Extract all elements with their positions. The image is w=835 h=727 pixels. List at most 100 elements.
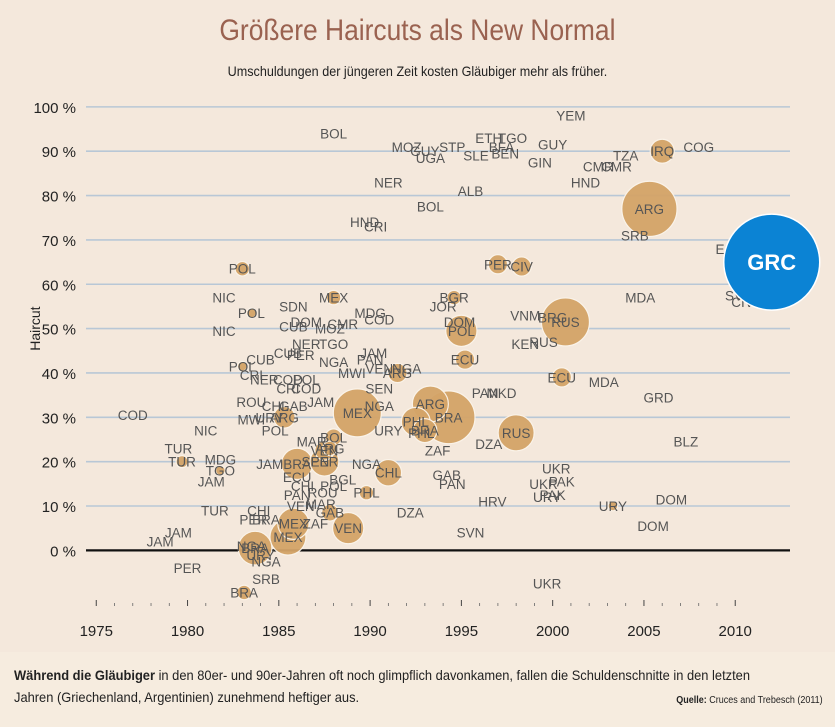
point-label: MEX (279, 517, 308, 532)
x-tick-label: 2005 (627, 623, 660, 640)
point-label: ROU (236, 395, 266, 410)
point-label: GUY (410, 144, 439, 159)
y-tick-label: 80 % (42, 189, 76, 206)
bubble (374, 458, 403, 487)
point-label: CMR (601, 160, 632, 175)
point-label: POL (229, 359, 257, 374)
point-label: CUB (279, 319, 308, 334)
point-label: NIC (194, 424, 218, 439)
point-label: DZA (475, 437, 502, 452)
point-label: BRA (252, 512, 280, 527)
point-label: PER (174, 561, 202, 576)
point-label: BOL (320, 126, 348, 141)
point-label: UKR (533, 577, 562, 592)
point-label: ECU (451, 353, 480, 368)
point-label: COG (683, 140, 714, 155)
highlight-bubble-label: GRC (747, 250, 796, 275)
point-label: POL (320, 479, 348, 494)
source-label: Quelle: (676, 695, 708, 706)
x-tick-label: 2010 (719, 623, 752, 640)
point-label: HND (571, 175, 600, 190)
bubble (387, 362, 408, 384)
point-label: ARG (383, 366, 412, 381)
point-label: PER (239, 512, 267, 527)
y-tick-label: 50 % (42, 322, 76, 339)
point-label: DOM (637, 519, 669, 534)
point-label: IRQ (650, 144, 674, 159)
bubble (607, 500, 619, 512)
point-label: URY (599, 499, 627, 514)
point-label: ECU (283, 470, 312, 485)
point-label: BRG (538, 311, 567, 326)
point-label: YEM (556, 109, 585, 124)
point-label: DOM (656, 492, 688, 507)
point-label: PHL (353, 486, 380, 501)
bubble (214, 465, 226, 476)
point-label: CHI (247, 503, 270, 518)
point-label: ARG (635, 202, 664, 217)
point-label: PER (311, 455, 339, 470)
bubble (446, 289, 462, 306)
point-label: BEN (491, 146, 519, 161)
y-tick-label: 90 % (42, 144, 76, 161)
point-label: COD (118, 408, 148, 423)
point-label: SEN (301, 455, 329, 470)
y-tick-label: 10 % (42, 499, 76, 516)
bubble (272, 405, 296, 429)
point-label: BOL (417, 200, 445, 215)
x-tick-label: 1990 (353, 623, 386, 640)
point-label: MDG (354, 306, 386, 321)
x-tick-label: 1980 (171, 623, 204, 640)
point-label: CHL (375, 466, 402, 481)
point-label: KEN (511, 337, 539, 352)
y-axis-label: Haircut (27, 306, 43, 350)
y-tick-label: 70 % (42, 233, 76, 250)
point-label: JOR (430, 299, 457, 314)
point-label: BRA (241, 541, 269, 556)
point-label: BRA (435, 410, 463, 425)
bubble (649, 138, 675, 164)
point-label: POL (262, 424, 290, 439)
y-tick-label: 40 % (42, 366, 76, 383)
point-label: CIV (510, 260, 533, 275)
point-label: GUY (538, 138, 567, 153)
scatter-chart: 0 % 10 % 20 % 30 % 40 % 50 % 60 % 70 % 80 % 90 % 1… (27, 100, 821, 640)
bubble (358, 484, 375, 501)
point-label: CUB (246, 353, 275, 368)
footer-rest: in den 80er- und 90er-Jahren oft noch gl… (14, 667, 751, 705)
bubble (445, 314, 478, 348)
bubble (320, 503, 339, 522)
point-label: NER (250, 373, 279, 388)
bubble (322, 440, 338, 457)
point-label: PAK (540, 488, 566, 503)
point-label: ROU (308, 486, 338, 501)
point-label: BOL (320, 430, 348, 445)
point-label: PAN (472, 386, 499, 401)
point-label: URY (374, 424, 402, 439)
y-tick-label: 0 % (50, 543, 76, 560)
point-label: ZAF (303, 517, 329, 532)
point-label: ZAF (425, 444, 451, 459)
point-label: GIN (528, 155, 552, 170)
point-label: MOZ (392, 140, 422, 155)
point-label: NIC (212, 324, 236, 339)
point-label: RUS (529, 335, 558, 350)
point-label: NGA (251, 554, 280, 569)
point-label: JAM (360, 346, 387, 361)
highlight-bubble-circle (722, 213, 821, 311)
point-label: NGA (392, 362, 421, 377)
point-label: DOM (444, 315, 476, 330)
bubble (497, 414, 535, 452)
point-label: COD (364, 313, 394, 328)
point-label: SRB (252, 572, 280, 587)
y-tick-label: 20 % (42, 455, 76, 472)
point-label: PER (484, 257, 512, 272)
x-tick-label: 1995 (445, 623, 478, 640)
point-label: MDA (625, 291, 655, 306)
point-label: TUR (165, 441, 193, 456)
point-label: COD (291, 381, 321, 396)
highlight-bubble: GRC (722, 213, 821, 311)
point-label: PAN (284, 488, 311, 503)
point-label: ALB (458, 184, 484, 199)
bubble (325, 289, 342, 306)
